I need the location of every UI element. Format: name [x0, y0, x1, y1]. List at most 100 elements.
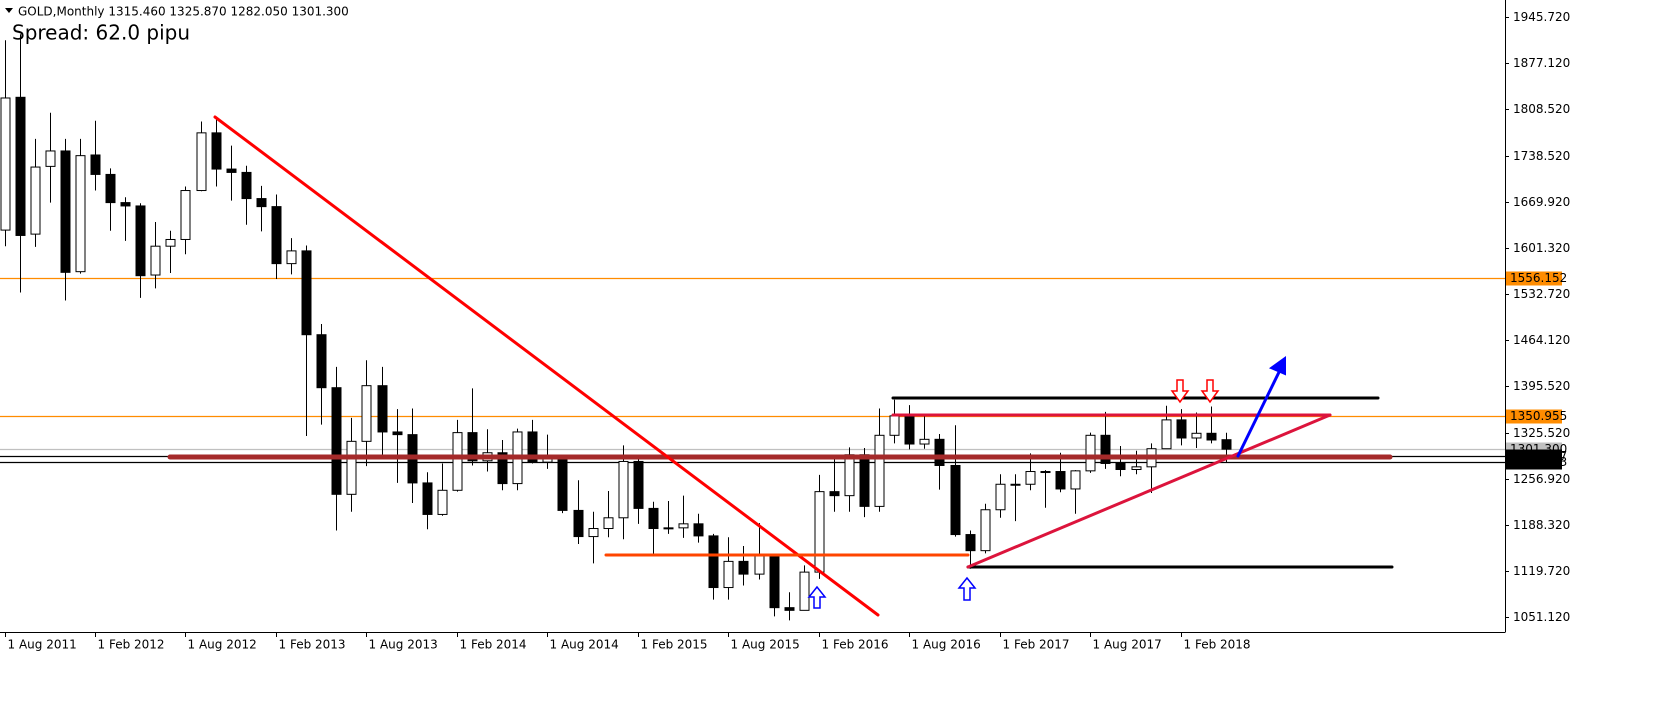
up-arrow	[957, 576, 977, 601]
y-tick-label: 1532.720	[1513, 287, 1570, 301]
y-tick-label: 1395.520	[1513, 379, 1570, 393]
candle-body	[120, 202, 131, 207]
candle-body	[738, 560, 749, 575]
candle-body	[633, 460, 644, 509]
candle-body	[316, 334, 327, 389]
candle-body	[527, 431, 538, 463]
candle-body	[211, 132, 222, 170]
y-tick-label: 1188.320	[1513, 518, 1570, 532]
y-tick-label: 1325.520	[1513, 426, 1570, 440]
candle-body	[1191, 432, 1202, 439]
candle-body	[1131, 466, 1142, 471]
x-tick-label: 1 Feb 2016	[822, 638, 889, 652]
y-tick-label: 1051.120	[1513, 610, 1570, 624]
y-tick-label: 1738.520	[1513, 149, 1570, 163]
candle-body	[346, 440, 357, 495]
triangle-bottom	[966, 413, 1332, 569]
candle-body	[1055, 471, 1066, 490]
candle-body	[950, 464, 961, 536]
candle-body	[1161, 419, 1172, 450]
candle-body	[0, 97, 11, 231]
x-tick-label: 1 Aug 2015	[731, 638, 800, 652]
x-tick-label: 1 Feb 2015	[641, 638, 708, 652]
candle-body	[331, 387, 342, 495]
candle-body	[361, 385, 372, 442]
candle-body	[829, 491, 840, 497]
candle-body	[286, 250, 297, 265]
candle-body	[226, 168, 237, 173]
drawings	[167, 115, 1394, 617]
candle-body	[497, 452, 508, 485]
candle-body	[75, 155, 86, 273]
candle-body	[196, 132, 207, 192]
x-tick-label: 1 Feb 2018	[1184, 638, 1251, 652]
candle-body	[452, 432, 463, 491]
candle-body	[437, 489, 448, 515]
up-arrow	[807, 585, 827, 609]
y-tick-label: 1877.120	[1513, 56, 1570, 70]
candle-body	[1040, 471, 1051, 474]
candle-body	[1070, 470, 1081, 490]
candle-body	[919, 438, 930, 445]
candle-body	[723, 560, 734, 589]
down-arrow	[1200, 379, 1220, 404]
spread-label: Spread: 62.0 pipu	[12, 21, 190, 45]
candle-body	[1176, 419, 1187, 439]
candle-body	[15, 96, 26, 236]
candle-body	[573, 509, 584, 538]
price-label: 1282.053	[1510, 455, 1567, 469]
candle-body	[618, 460, 629, 519]
x-tick-label: 1 Aug 2012	[188, 638, 257, 652]
candle-body	[422, 482, 433, 515]
candle-body	[648, 507, 659, 530]
x-tick-label: 1 Aug 2017	[1093, 638, 1162, 652]
candle-body	[889, 415, 900, 436]
candle-body	[844, 454, 855, 497]
forecast-arrowhead	[1268, 356, 1286, 376]
candle-body	[693, 523, 704, 537]
forecast-arrow	[1236, 364, 1284, 458]
candle-body	[271, 206, 282, 265]
candle-body	[1206, 432, 1217, 441]
price-label: 1556.152	[1510, 271, 1567, 285]
x-tick-label: 1 Feb 2013	[279, 638, 346, 652]
candle-body	[769, 555, 780, 609]
candle-body	[557, 458, 568, 511]
y-tick-label: 1601.320	[1513, 241, 1570, 255]
candle-body	[708, 535, 719, 589]
x-tick-label: 1 Aug 2014	[550, 638, 619, 652]
candle-body	[588, 528, 599, 538]
candle-body	[256, 198, 267, 208]
price-label: 1350.955	[1510, 409, 1567, 423]
price-label-bg	[1506, 271, 1562, 286]
menu-triangle	[5, 8, 13, 13]
x-tick-label: 1 Feb 2012	[98, 638, 165, 652]
x-tick-label: 1 Feb 2017	[1003, 638, 1070, 652]
candle-body	[678, 523, 689, 529]
candle-body	[859, 454, 870, 507]
candle-body	[1025, 471, 1036, 485]
candle-body	[874, 434, 885, 507]
candle-body	[60, 150, 71, 273]
candle-body	[392, 431, 403, 436]
x-tick-label: 1 Aug 2011	[8, 638, 77, 652]
y-tick-label: 1808.520	[1513, 102, 1570, 116]
candle-body	[965, 534, 976, 552]
x-tick-label: 1 Aug 2016	[912, 638, 981, 652]
price-label-bg	[1506, 455, 1562, 470]
x-tick-label: 1 Aug 2013	[369, 638, 438, 652]
downtrend-line	[213, 115, 880, 617]
candle-body	[980, 509, 991, 552]
candle-body	[1085, 434, 1096, 472]
candle-body	[301, 250, 312, 336]
candle-body	[603, 517, 614, 530]
candle-body	[30, 166, 41, 235]
candle-body	[180, 190, 191, 240]
candle-body	[150, 245, 161, 276]
candle-body	[105, 173, 116, 204]
candle-body	[377, 385, 388, 433]
x-tick-label: 1 Feb 2014	[460, 638, 527, 652]
candle-body	[1221, 439, 1232, 450]
